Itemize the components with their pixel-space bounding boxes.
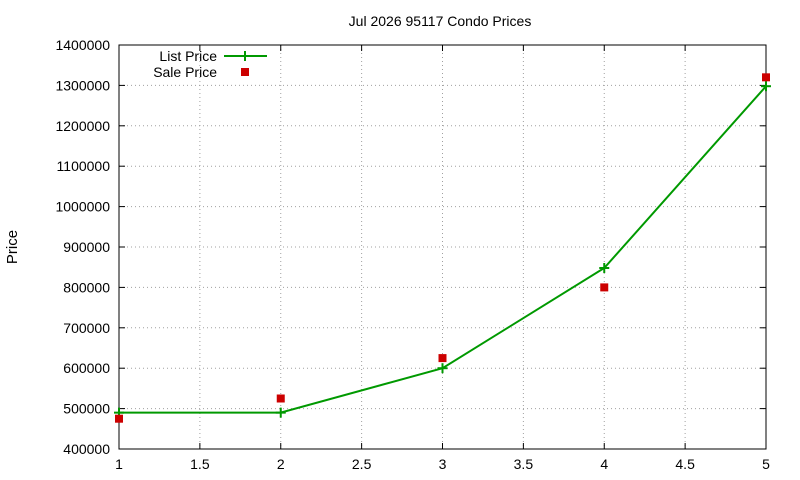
sale-price-point: [600, 283, 609, 292]
data-series: [114, 73, 771, 423]
sale-price-point: [762, 73, 770, 82]
sale-price-point: [276, 394, 285, 403]
sale-price-point: [438, 354, 447, 363]
x-tick-label: 2: [277, 456, 285, 472]
x-tick-label: 1.5: [190, 456, 210, 472]
y-tick-label: 500000: [63, 401, 110, 417]
y-tick-label: 600000: [63, 360, 110, 376]
list-price-point: [761, 81, 771, 92]
list-price-point: [275, 407, 286, 418]
chart-title: Jul 2026 95117 Condo Prices: [349, 13, 532, 29]
y-tick-label: 1000000: [55, 199, 110, 215]
y-tick-label: 1100000: [57, 158, 111, 174]
y-tick-label: 700000: [63, 320, 110, 336]
legend-label: List Price: [159, 48, 217, 64]
y-tick-label: 1300000: [55, 77, 110, 93]
x-tick-label: 3.5: [514, 456, 534, 472]
x-tick-label: 4: [600, 456, 608, 472]
y-tick-label: 1400000: [55, 37, 110, 53]
y-tick-label: 1200000: [55, 118, 110, 134]
y-axis-label: Price: [4, 230, 21, 264]
sale-price-point: [115, 414, 123, 423]
x-tick-label: 5: [762, 456, 770, 472]
list-price-point: [437, 363, 448, 374]
y-tick-label: 800000: [63, 279, 110, 295]
axes: 1 1.5 2 2.5 3 3.5 4 4.5 5 400000 500000 600000 70000…: [55, 37, 770, 472]
y-tick-label: 400000: [63, 441, 110, 457]
x-tick-label: 2.5: [352, 456, 372, 472]
plot-border: [118, 44, 767, 450]
list-price-point: [599, 263, 610, 274]
legend-swatch-square: [241, 68, 249, 76]
legend-label: Sale Price: [153, 64, 217, 80]
grid: [119, 45, 766, 449]
x-tick-label: 3: [439, 456, 447, 472]
x-tick-label: 1: [115, 456, 123, 472]
y-tick-label: 900000: [63, 239, 110, 255]
x-tick-label: 4.5: [675, 456, 695, 472]
